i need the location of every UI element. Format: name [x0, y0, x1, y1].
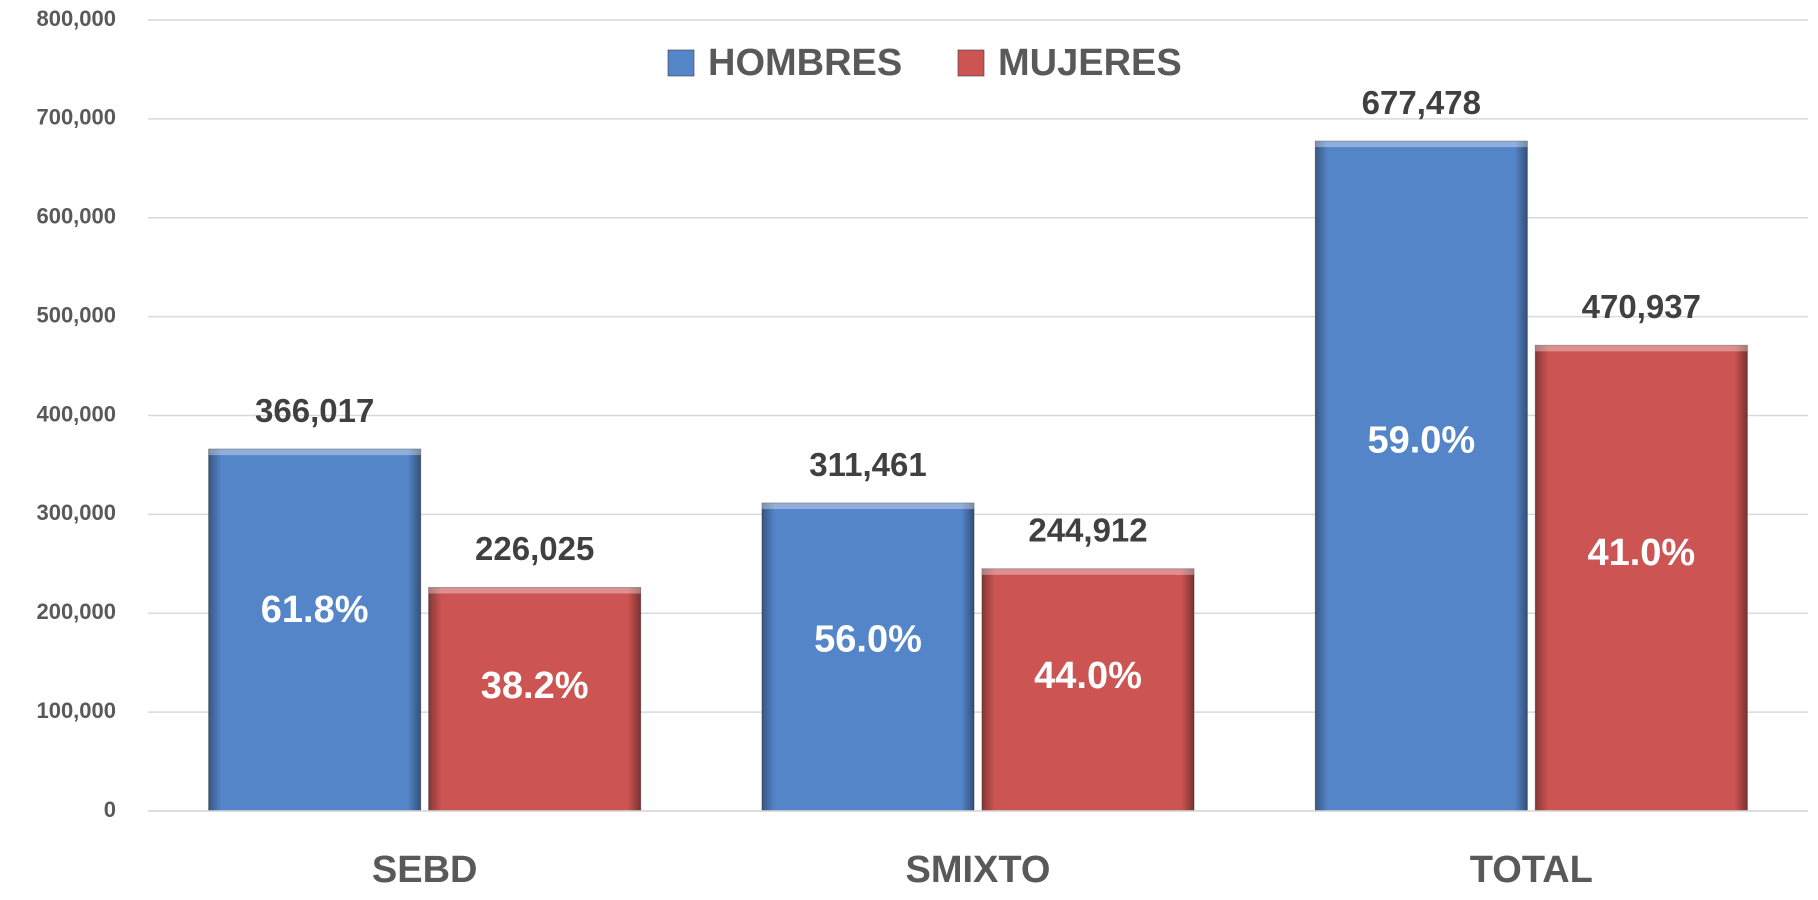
bar-cap: [428, 587, 641, 594]
bar-cap: [762, 503, 974, 510]
bar-shade: [428, 587, 641, 811]
y-tick-label: 700,000: [36, 105, 116, 130]
share-label: 61.8%: [261, 589, 369, 631]
share-label: 41.0%: [1587, 532, 1695, 574]
bar-shade: [982, 568, 1194, 811]
value-label: 226,025: [475, 530, 594, 567]
x-tick-label: SMIXTO: [906, 849, 1051, 891]
y-tick-label: 100,000: [36, 698, 116, 723]
x-tick-label: SEBD: [372, 849, 478, 891]
bar-cap: [1535, 345, 1748, 352]
legend-swatch: [667, 49, 695, 77]
value-label: 366,017: [255, 392, 374, 429]
y-tick-label: 300,000: [36, 500, 116, 525]
bar-shade: [1535, 345, 1748, 811]
y-tick-label: 800,000: [36, 6, 116, 31]
value-label: 311,461: [809, 446, 926, 483]
y-tick-label: 500,000: [36, 302, 116, 327]
value-label: 677,478: [1362, 84, 1481, 121]
bar-cap: [208, 449, 421, 456]
share-label: 38.2%: [481, 665, 589, 707]
share-label: 44.0%: [1034, 655, 1142, 697]
x-tick-label: TOTAL: [1470, 849, 1593, 891]
bar-shade: [762, 503, 974, 811]
value-label: 470,937: [1582, 288, 1701, 325]
y-tick-label: 0: [104, 797, 116, 822]
y-tick-label: 400,000: [36, 401, 116, 426]
legend-label: HOMBRES: [708, 42, 902, 84]
bar-cap: [1315, 141, 1528, 148]
bar-shade: [208, 449, 421, 811]
bar-shade: [1315, 141, 1528, 812]
share-label: 56.0%: [814, 619, 922, 661]
legend-swatch: [957, 49, 985, 77]
y-tick-label: 200,000: [36, 599, 116, 624]
bar-cap: [982, 568, 1194, 575]
value-label: 244,912: [1028, 512, 1147, 549]
y-tick-label: 600,000: [36, 204, 116, 229]
share-label: 59.0%: [1367, 420, 1475, 462]
legend-label: MUJERES: [998, 42, 1182, 84]
